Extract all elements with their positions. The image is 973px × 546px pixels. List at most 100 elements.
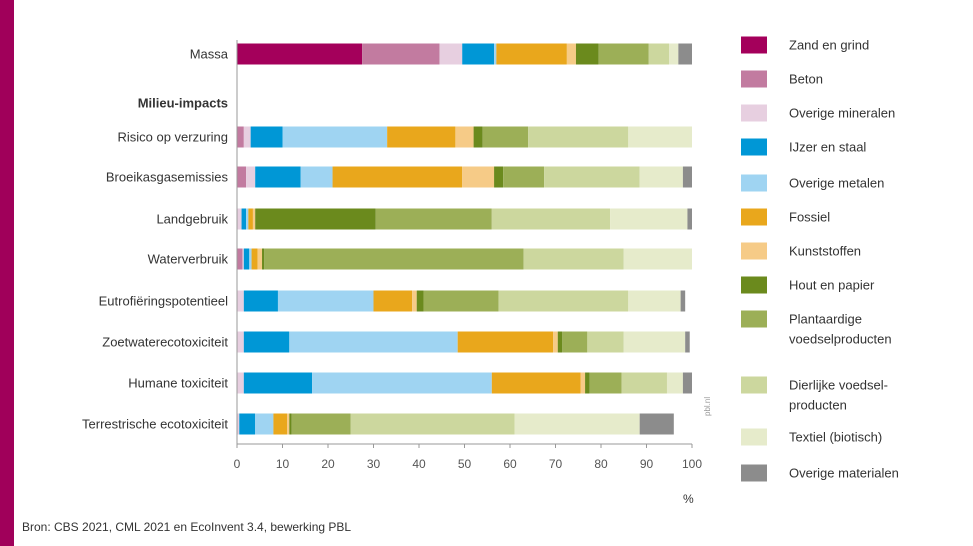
bar-segment-5-10 bbox=[628, 290, 681, 312]
bar-segment-5-11 bbox=[680, 290, 686, 312]
bar-segment-6-6 bbox=[553, 331, 558, 353]
bar-segment-4-5 bbox=[251, 248, 258, 270]
x-tick-label-4: 40 bbox=[412, 457, 426, 471]
bar-segment-6-4 bbox=[289, 331, 458, 353]
legend-swatch-3 bbox=[741, 138, 767, 156]
bar-segment-0-9 bbox=[648, 43, 670, 65]
bar-segment-6-10 bbox=[623, 331, 686, 353]
bar-segment-7-11 bbox=[682, 372, 692, 394]
legend-label-9: Dierlijke voedsel-producten bbox=[789, 378, 888, 413]
bar-segment-1-3 bbox=[250, 126, 283, 148]
bar-segment-2-10 bbox=[639, 166, 683, 188]
bar-segment-0-5 bbox=[496, 43, 567, 65]
group-heading: Milieu-impacts bbox=[138, 96, 228, 111]
bar-segment-6-5 bbox=[457, 331, 554, 353]
bar-segment-8-10 bbox=[514, 413, 640, 435]
legend-label-1: Beton bbox=[789, 72, 823, 87]
bar-segment-6-3 bbox=[243, 331, 290, 353]
x-axis: 0 10 20 30 40 50 60 70 80 90 100 bbox=[234, 40, 702, 471]
bar-segment-8-3 bbox=[239, 413, 256, 435]
bar-segment-3-9 bbox=[491, 208, 611, 230]
bar-segment-5-9 bbox=[498, 290, 629, 312]
left-accent-bar bbox=[0, 0, 14, 546]
bar-segment-1-2 bbox=[243, 126, 251, 148]
x-tick-label-3: 30 bbox=[367, 457, 381, 471]
bar-segment-0-0 bbox=[237, 43, 363, 65]
bar-segment-1-7 bbox=[473, 126, 483, 148]
bar-segment-2-8 bbox=[503, 166, 545, 188]
bar-segment-4-2 bbox=[242, 248, 244, 270]
category-labels: Massa Risico op verzuring Broeikasgasemiss… bbox=[82, 47, 229, 432]
bar-segment-0-1 bbox=[362, 43, 440, 65]
bar-segment-1-6 bbox=[455, 126, 474, 148]
bar-segment-1-1 bbox=[237, 126, 244, 148]
bar-segment-7-9 bbox=[621, 372, 667, 394]
legend-swatch-11 bbox=[741, 464, 767, 482]
bar-segment-3-8 bbox=[375, 208, 492, 230]
bar-segment-7-8 bbox=[589, 372, 622, 394]
bar-segment-8-2 bbox=[237, 413, 240, 435]
bar-segment-2-4 bbox=[300, 166, 333, 188]
x-tick-label-8: 80 bbox=[594, 457, 608, 471]
bar-segment-7-6 bbox=[580, 372, 586, 394]
bars-layer bbox=[237, 43, 692, 435]
bar-segment-0-4 bbox=[494, 43, 497, 65]
bar-segment-0-2 bbox=[439, 43, 463, 65]
bar-segment-8-6 bbox=[287, 413, 290, 435]
category-label-7: Humane toxiciteit bbox=[128, 376, 228, 391]
legend-label-0: Zand en grind bbox=[789, 38, 869, 53]
bar-segment-8-5 bbox=[273, 413, 288, 435]
x-tick-label-7: 70 bbox=[549, 457, 563, 471]
bar-segment-5-4 bbox=[277, 290, 374, 312]
bar-segment-7-4 bbox=[312, 372, 492, 394]
bar-segment-1-8 bbox=[482, 126, 529, 148]
x-tick-label-6: 60 bbox=[503, 457, 517, 471]
bar-segment-6-2 bbox=[237, 331, 244, 353]
bar-segment-4-6 bbox=[257, 248, 263, 270]
bar-segment-4-4 bbox=[249, 248, 252, 270]
legend-label-10: Textiel (biotisch) bbox=[789, 430, 882, 445]
bar-segment-4-3 bbox=[243, 248, 250, 270]
legend-label-6: Kunststoffen bbox=[789, 244, 861, 259]
x-tick-label-2: 20 bbox=[321, 457, 335, 471]
bar-segment-7-2 bbox=[237, 372, 244, 394]
x-tick-label-10: 100 bbox=[682, 457, 702, 471]
bar-segment-2-2 bbox=[246, 166, 256, 188]
category-label-2: Broeikasgasemissies bbox=[106, 170, 229, 185]
bar-segment-3-4 bbox=[246, 208, 249, 230]
bar-segment-1-9 bbox=[528, 126, 629, 148]
bar-segment-2-1 bbox=[237, 166, 247, 188]
bar-segment-6-7 bbox=[557, 331, 563, 353]
bar-segment-3-11 bbox=[687, 208, 692, 230]
x-tick-label-9: 90 bbox=[640, 457, 654, 471]
legend-label-5: Fossiel bbox=[789, 210, 830, 225]
bar-segment-3-5 bbox=[248, 208, 253, 230]
bar-segment-6-8 bbox=[562, 331, 588, 353]
bar-segment-0-11 bbox=[678, 43, 692, 65]
bar-segment-2-9 bbox=[544, 166, 640, 188]
bar-segment-1-10 bbox=[628, 126, 692, 148]
bar-segment-1-4 bbox=[282, 126, 388, 148]
legend-swatch-7 bbox=[741, 276, 767, 294]
legend-swatch-8 bbox=[741, 310, 767, 328]
bar-segment-6-11 bbox=[685, 331, 690, 353]
legend-swatch-5 bbox=[741, 208, 767, 226]
legend-label-2: Overige mineralen bbox=[789, 106, 895, 121]
legend-label-8: Plantaardige voedselproducten bbox=[789, 312, 892, 347]
category-label-6: Zoetwaterecotoxiciteit bbox=[102, 335, 228, 350]
legend-swatch-0 bbox=[741, 36, 767, 54]
bar-segment-0-3 bbox=[462, 43, 495, 65]
bar-segment-5-2 bbox=[237, 290, 244, 312]
bar-segment-2-3 bbox=[255, 166, 301, 188]
category-label-3: Landgebruik bbox=[156, 212, 228, 227]
category-label-5: Eutrofiëringspotentieel bbox=[99, 294, 228, 309]
x-tick-label-0: 0 bbox=[234, 457, 241, 471]
legend: Zand en grind Beton Overige mineralen IJzer… bbox=[741, 36, 899, 482]
bar-segment-7-10 bbox=[666, 372, 683, 394]
bar-segment-4-10 bbox=[623, 248, 692, 270]
bar-segment-8-8 bbox=[291, 413, 351, 435]
category-label-1: Risico op verzuring bbox=[117, 130, 228, 145]
legend-label-11: Overige materialen bbox=[789, 466, 899, 481]
bar-segment-6-9 bbox=[587, 331, 624, 353]
